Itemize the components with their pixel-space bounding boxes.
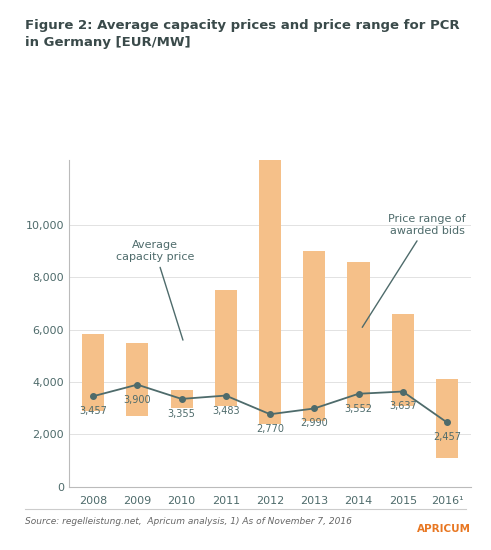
Text: 3,355: 3,355 [167,409,195,419]
Bar [259,0,281,424]
Bar [82,334,104,411]
Text: Figure 2: Average capacity prices and price range for PCR
in Germany [EUR/MW]: Figure 2: Average capacity prices and pr… [25,19,459,50]
Bar [126,343,148,416]
Bar [170,390,192,408]
Bar [215,290,237,405]
Bar [303,251,326,421]
Text: 3,900: 3,900 [124,394,151,405]
Text: 2,457: 2,457 [433,432,461,442]
Text: Source: regelleistung.net,  Apricum analysis, 1) As of November 7, 2016: Source: regelleistung.net, Apricum analy… [25,517,352,526]
Text: 3,637: 3,637 [389,402,417,411]
Text: 3,483: 3,483 [212,405,240,415]
Text: 3,552: 3,552 [345,404,373,414]
Bar [392,314,414,405]
Text: Average
capacity price: Average capacity price [116,240,194,340]
Text: Price range of
awarded bids: Price range of awarded bids [362,214,466,327]
Text: 2,770: 2,770 [256,424,284,434]
Text: 2,990: 2,990 [300,419,328,428]
Text: 3,457: 3,457 [79,406,107,416]
Bar [436,379,458,458]
Bar [348,262,370,408]
Text: APRICUM: APRICUM [417,524,471,534]
